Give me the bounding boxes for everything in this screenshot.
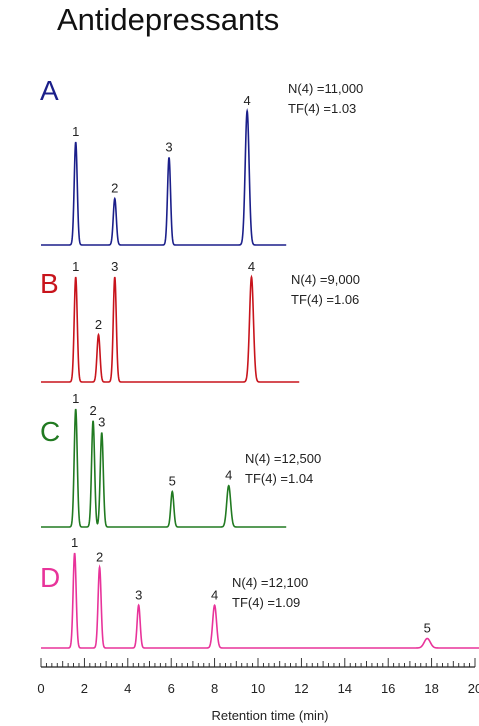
panel-stat: N(4) =9,000 (291, 272, 360, 287)
x-tick-label: 20 (468, 681, 479, 696)
panel-letter: B (40, 268, 59, 299)
panel-a: 1 2 3 4 A N(4) =11,000 TF(4) =1.03 (40, 75, 363, 246)
x-tick-label: 2 (81, 681, 88, 696)
peak-label: 1 (72, 259, 79, 274)
panel-stat: TF(4) =1.03 (288, 101, 356, 116)
x-tick-label: 14 (338, 681, 352, 696)
peak-label: 1 (72, 124, 79, 139)
peak-label: 3 (111, 259, 118, 274)
peak-label: 3 (135, 587, 142, 602)
panel-letter: A (40, 75, 59, 106)
panel-stat: N(4) =12,500 (245, 451, 321, 466)
panel-stat: TF(4) =1.09 (232, 595, 300, 610)
peak-label: 5 (424, 621, 431, 636)
x-axis-title: Retention time (min) (211, 708, 328, 723)
trace-b (41, 274, 300, 383)
x-tick-label: 12 (294, 681, 308, 696)
panel-d: 1 2 3 4 5 D N(4) =12,100 TF(4) =1.09 (40, 535, 479, 649)
panel-letter: D (40, 562, 60, 593)
x-tick-label: 18 (424, 681, 438, 696)
peak-label: 2 (95, 317, 102, 332)
trace-d (41, 552, 479, 649)
peak-label: 3 (165, 139, 172, 154)
panel-stat: N(4) =11,000 (288, 81, 363, 96)
peak-label: 4 (243, 93, 250, 108)
peak-label: 2 (111, 181, 118, 196)
chart-title: Antidepressants (57, 2, 279, 37)
panel-b: 1 2 3 4 B N(4) =9,000 TF(4) =1.06 (40, 259, 360, 383)
x-axis: 0 2 4 6 8 10 12 14 16 18 20 (37, 658, 479, 696)
panel-stat: N(4) =12,100 (232, 575, 308, 590)
x-tick-label: 6 (168, 681, 175, 696)
peak-label: 1 (72, 391, 79, 406)
x-tick-label: 16 (381, 681, 395, 696)
x-tick-label: 4 (124, 681, 131, 696)
peak-label: 5 (169, 474, 176, 489)
x-tick-label: 10 (251, 681, 265, 696)
panel-letter: C (40, 416, 60, 447)
panel-stat: TF(4) =1.04 (245, 471, 313, 486)
panel-c: 123 5 4 C N(4) =12,500 TF(4) =1.04 (40, 391, 321, 528)
peak-label: 4 (248, 259, 255, 274)
peak-label: 3 (98, 415, 105, 430)
x-tick-label: 8 (211, 681, 218, 696)
panel-stat: TF(4) =1.06 (291, 292, 359, 307)
peak-label: 1 (71, 535, 78, 550)
trace-a (41, 108, 287, 246)
peak-label: 4 (211, 587, 218, 602)
peak-label: 2 (96, 549, 103, 564)
trace-c (41, 408, 287, 528)
x-tick-label: 0 (37, 681, 44, 696)
peak-label: 2 (89, 403, 96, 418)
peak-label: 4 (225, 468, 232, 483)
